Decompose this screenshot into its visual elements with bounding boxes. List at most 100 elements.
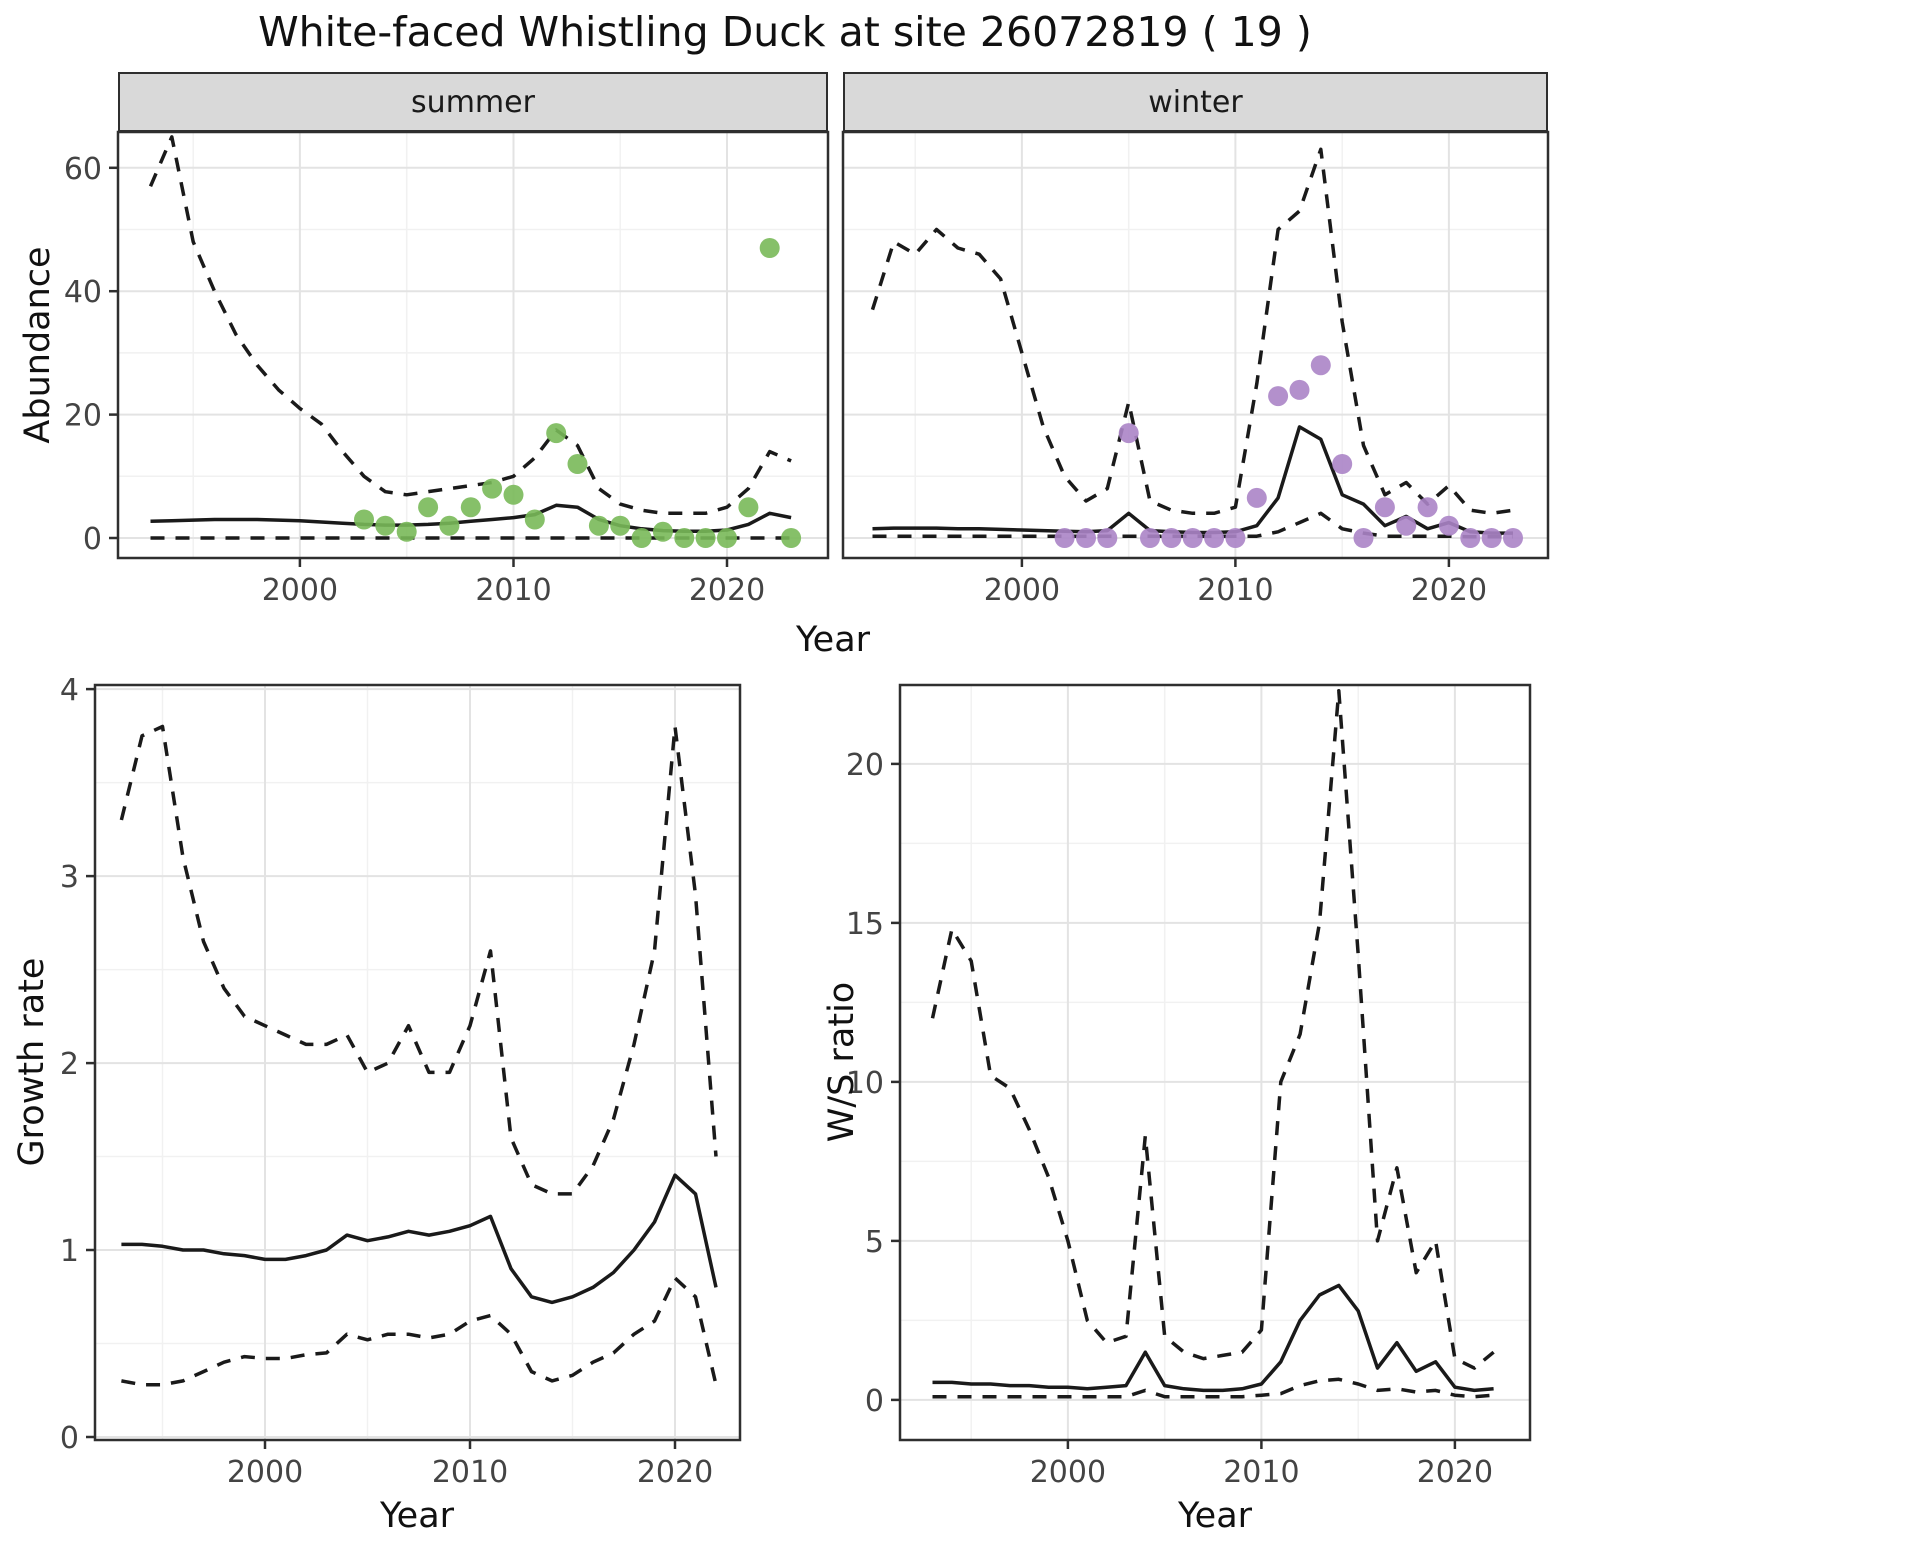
y-axis: 0 5 10 15 20 bbox=[846, 748, 900, 1419]
data-point bbox=[717, 528, 737, 548]
panel-growth-rate: 2000 2010 2020 0 1 2 3 4 bbox=[60, 673, 742, 1490]
data-point bbox=[546, 423, 567, 444]
data-point bbox=[631, 528, 652, 548]
data-point bbox=[1140, 528, 1160, 548]
x-tick-label: 2020 bbox=[637, 1455, 713, 1490]
data-point bbox=[1246, 487, 1267, 508]
data-point bbox=[738, 497, 759, 518]
data-point bbox=[674, 528, 695, 548]
series-lower_95ci bbox=[872, 511, 1513, 539]
y-axis-label-abundance: Abundance bbox=[18, 246, 58, 444]
data-point bbox=[503, 484, 524, 505]
y-tick-label: 60 bbox=[64, 152, 102, 187]
data-point bbox=[1204, 528, 1225, 548]
y-axis-label-ws-ratio: W/S ratio bbox=[822, 981, 862, 1143]
data-point bbox=[1268, 386, 1289, 407]
facet-strip-winter: winter bbox=[843, 72, 1548, 132]
data-point bbox=[1417, 497, 1438, 518]
y-tick-label: 15 bbox=[846, 907, 884, 942]
series-lower_95ci bbox=[932, 1377, 1494, 1399]
y-tick-label: 20 bbox=[846, 748, 884, 783]
data-point bbox=[1054, 528, 1075, 548]
grid-minor bbox=[118, 132, 828, 558]
y-tick-label: 10 bbox=[846, 1066, 884, 1101]
data-point bbox=[1310, 355, 1331, 376]
y-tick-label: 5 bbox=[865, 1225, 884, 1260]
data-point bbox=[1097, 528, 1118, 548]
x-axis: 2000 2010 2020 bbox=[227, 1440, 713, 1490]
y-axis-label-growth-rate: Growth rate bbox=[12, 957, 52, 1167]
y-tick-label: 0 bbox=[865, 1384, 884, 1419]
data-point bbox=[781, 528, 802, 548]
y-tick-label: 40 bbox=[64, 275, 102, 310]
data-point bbox=[1118, 423, 1139, 444]
panel-background bbox=[843, 132, 1548, 558]
data-point bbox=[695, 528, 716, 548]
data-point bbox=[759, 238, 780, 258]
data-point bbox=[482, 478, 503, 499]
grid-major bbox=[900, 685, 1530, 1440]
data-point bbox=[1076, 528, 1096, 548]
data-point bbox=[1438, 515, 1459, 536]
data-point bbox=[652, 521, 673, 542]
data-point bbox=[567, 454, 588, 474]
data-point bbox=[610, 515, 631, 536]
x-axis-label-growth-rate: Year bbox=[379, 1496, 455, 1536]
data-point bbox=[1396, 515, 1417, 536]
x-axis-label-ws-ratio: Year bbox=[1177, 1496, 1253, 1536]
data-point bbox=[1332, 454, 1353, 474]
panel-background bbox=[118, 132, 828, 558]
series-upper_95ci bbox=[870, 147, 1514, 516]
data-point bbox=[1161, 528, 1182, 548]
data-point bbox=[460, 497, 481, 518]
grid-minor bbox=[900, 685, 1530, 1440]
panel-border bbox=[898, 683, 1532, 1442]
data-point bbox=[1353, 528, 1374, 548]
data-point bbox=[1374, 497, 1395, 518]
x-tick-label: 2010 bbox=[1197, 573, 1273, 608]
y-tick-label: 20 bbox=[64, 399, 102, 434]
data-point bbox=[1225, 528, 1246, 548]
panel-ws-ratio: 2000 2010 2020 0 5 10 15 20 bbox=[846, 683, 1532, 1490]
x-axis: 2000 2010 2020 bbox=[262, 558, 765, 608]
x-tick-label: 2010 bbox=[475, 573, 551, 608]
x-axis: 2000 2010 2020 bbox=[984, 558, 1487, 608]
series-upper_95ci bbox=[119, 724, 718, 1196]
x-tick-label: 2000 bbox=[227, 1455, 303, 1490]
data-point bbox=[354, 509, 374, 530]
grid-minor bbox=[843, 132, 1548, 558]
y-tick-label: 4 bbox=[60, 673, 79, 708]
data-point bbox=[524, 509, 545, 530]
series-upper_95ci bbox=[930, 688, 1495, 1370]
y-axis: 0 20 40 60 bbox=[64, 152, 118, 557]
data-point bbox=[1460, 528, 1481, 548]
x-axis-label-top: Year bbox=[795, 620, 871, 660]
data-point bbox=[588, 515, 609, 536]
x-tick-label: 2010 bbox=[432, 1455, 508, 1490]
x-tick-label: 2010 bbox=[1223, 1455, 1299, 1490]
x-tick-label: 2000 bbox=[262, 573, 338, 608]
facet-strip-summer: summer bbox=[118, 72, 828, 132]
series-median bbox=[121, 1173, 718, 1305]
series-observed bbox=[354, 238, 802, 548]
panel-abundance-summer: 2000 2010 2020 0 20 40 60 bbox=[64, 130, 830, 608]
x-tick-label: 2020 bbox=[1417, 1455, 1493, 1490]
panel-abundance-winter: 2000 2010 2020 bbox=[841, 130, 1550, 608]
data-point bbox=[1503, 528, 1523, 548]
series-median bbox=[932, 1283, 1494, 1393]
x-tick-label: 2000 bbox=[984, 573, 1060, 608]
series-lower_95ci bbox=[121, 1276, 718, 1387]
data-point bbox=[439, 515, 460, 536]
y-tick-label: 0 bbox=[60, 1421, 79, 1456]
grid-major bbox=[843, 132, 1548, 558]
data-point bbox=[1289, 379, 1310, 400]
y-tick-label: 1 bbox=[60, 1234, 79, 1269]
y-axis: 0 1 2 3 4 bbox=[60, 673, 95, 1456]
data-point bbox=[1481, 528, 1502, 548]
data-point bbox=[1182, 528, 1203, 548]
x-axis: 2000 2010 2020 bbox=[1030, 1440, 1493, 1490]
panel-border bbox=[841, 130, 1550, 560]
data-point bbox=[375, 515, 396, 536]
